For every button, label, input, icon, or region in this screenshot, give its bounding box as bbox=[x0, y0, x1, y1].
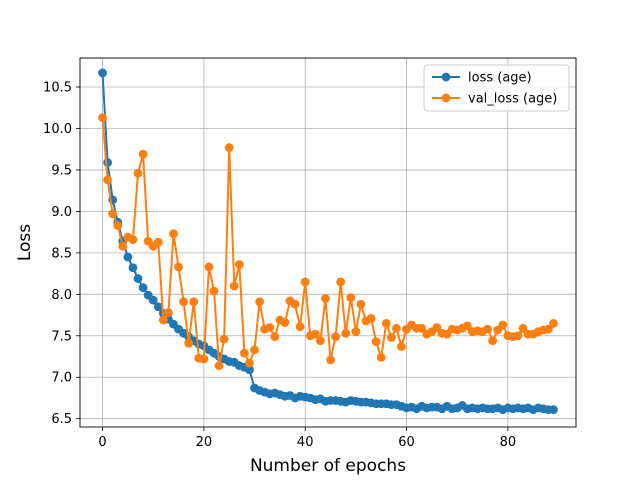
legend-marker bbox=[441, 93, 451, 103]
data-point bbox=[543, 324, 553, 334]
data-point bbox=[138, 283, 148, 293]
data-point bbox=[341, 328, 351, 338]
data-point bbox=[336, 277, 346, 287]
data-point bbox=[417, 323, 427, 333]
data-point bbox=[255, 297, 264, 307]
y-tick-label: 8.5 bbox=[51, 246, 72, 261]
data-point bbox=[397, 342, 406, 351]
data-point bbox=[326, 355, 335, 365]
data-point bbox=[321, 294, 330, 303]
data-point bbox=[153, 302, 163, 312]
data-point bbox=[351, 327, 361, 337]
data-point bbox=[103, 175, 113, 185]
data-point bbox=[331, 332, 340, 342]
y-tick-label: 6.5 bbox=[51, 412, 72, 427]
data-point bbox=[386, 333, 396, 342]
data-point bbox=[245, 365, 254, 375]
data-point bbox=[300, 277, 310, 287]
data-point bbox=[290, 299, 300, 309]
y-tick-label: 7.0 bbox=[51, 371, 72, 386]
data-point bbox=[214, 361, 224, 371]
data-point bbox=[113, 221, 123, 230]
series-2 bbox=[98, 113, 558, 371]
data-point bbox=[488, 336, 498, 346]
data-point bbox=[549, 318, 558, 328]
data-point bbox=[229, 281, 239, 291]
data-point bbox=[295, 322, 305, 332]
data-point bbox=[366, 313, 376, 323]
data-point bbox=[498, 320, 508, 330]
data-point bbox=[270, 332, 280, 342]
x-axis-label: Number of epochs bbox=[250, 456, 406, 476]
data-point bbox=[462, 321, 472, 331]
data-point bbox=[316, 336, 325, 346]
data-point bbox=[133, 168, 143, 178]
plot-frame bbox=[79, 57, 577, 428]
data-point bbox=[549, 405, 558, 414]
data-point bbox=[148, 295, 158, 305]
x-tick-label: 20 bbox=[196, 435, 213, 450]
data-point bbox=[128, 235, 138, 245]
y-tick-label: 8.0 bbox=[51, 288, 72, 303]
series-1 bbox=[98, 68, 558, 414]
legend-label: loss (age) bbox=[468, 71, 532, 86]
data-point bbox=[356, 299, 366, 309]
data-point bbox=[371, 337, 381, 346]
data-point bbox=[234, 260, 244, 269]
data-point bbox=[240, 348, 249, 358]
data-point bbox=[108, 209, 118, 219]
data-point bbox=[118, 241, 128, 251]
data-point bbox=[103, 158, 113, 167]
series-layer bbox=[98, 68, 558, 414]
data-point bbox=[209, 286, 219, 296]
data-point bbox=[184, 338, 194, 348]
x-tick-label: 80 bbox=[500, 435, 517, 450]
data-point bbox=[280, 318, 290, 327]
data-point bbox=[432, 323, 442, 332]
data-point bbox=[133, 274, 143, 283]
y-tick-label: 7.5 bbox=[51, 329, 72, 344]
data-point bbox=[310, 329, 320, 339]
data-point bbox=[346, 293, 356, 303]
legend-box bbox=[423, 64, 570, 112]
data-point bbox=[179, 297, 189, 307]
data-point bbox=[376, 352, 386, 362]
y-tick-label: 10.5 bbox=[43, 81, 72, 96]
data-point bbox=[123, 252, 133, 262]
data-point bbox=[138, 149, 148, 159]
data-point bbox=[219, 334, 229, 344]
data-point bbox=[153, 237, 163, 247]
data-point bbox=[265, 323, 275, 332]
x-tick-label: 0 bbox=[98, 435, 106, 450]
data-point bbox=[204, 262, 214, 272]
data-point bbox=[381, 318, 391, 328]
y-tick-label: 9.5 bbox=[51, 163, 72, 178]
data-point bbox=[158, 315, 168, 325]
y-axis-label: Loss bbox=[15, 224, 35, 261]
data-point bbox=[513, 331, 523, 341]
data-point bbox=[245, 358, 254, 368]
data-point bbox=[189, 297, 199, 307]
data-point bbox=[98, 113, 107, 123]
data-point bbox=[199, 354, 209, 364]
legend: loss (age) val_loss (age) bbox=[423, 64, 570, 112]
y-tick-label: 10.0 bbox=[43, 122, 72, 137]
data-point bbox=[224, 143, 234, 152]
x-tick-label: 40 bbox=[297, 435, 314, 450]
y-tick-label: 9.0 bbox=[51, 205, 72, 220]
axis-ticks: 0 20 40 60 80 6.5 7.0 7.5 8.0 8.5 9.0 9.5 10.0 10.5 bbox=[43, 81, 516, 450]
data-point bbox=[169, 229, 178, 239]
legend-marker bbox=[441, 72, 451, 82]
data-point bbox=[250, 345, 259, 355]
data-point bbox=[128, 263, 138, 273]
data-point bbox=[518, 323, 528, 333]
data-point bbox=[164, 308, 173, 317]
legend-label: val_loss (age) bbox=[468, 92, 557, 107]
x-tick-label: 60 bbox=[398, 435, 415, 450]
data-point bbox=[392, 323, 401, 333]
data-point bbox=[98, 68, 107, 78]
data-point bbox=[483, 324, 492, 334]
data-point bbox=[174, 262, 183, 272]
